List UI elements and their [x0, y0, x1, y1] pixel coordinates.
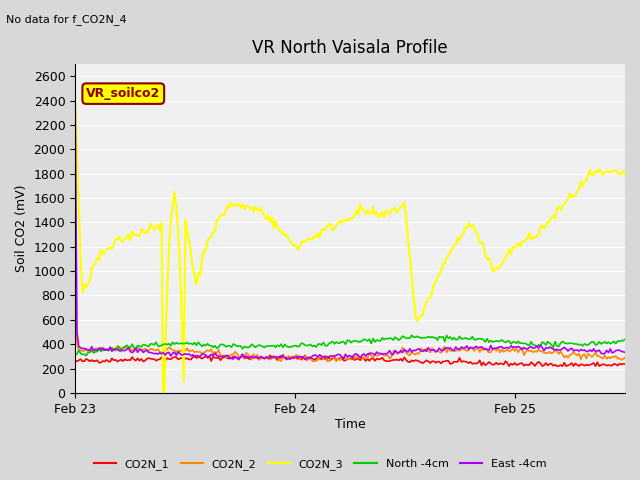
- CO2N_2: [410, 351, 417, 357]
- CO2N_2: [73, 341, 81, 347]
- North -4cm: [73, 351, 81, 357]
- East -4cm: [621, 349, 629, 355]
- North -4cm: [573, 341, 581, 347]
- CO2N_3: [401, 200, 408, 206]
- CO2N_1: [621, 361, 629, 367]
- Title: VR North Vaisala Profile: VR North Vaisala Profile: [252, 39, 448, 57]
- CO2N_3: [159, 426, 167, 432]
- CO2N_1: [506, 363, 513, 369]
- CO2N_3: [73, 154, 81, 160]
- CO2N_1: [410, 359, 417, 364]
- East -4cm: [536, 342, 544, 348]
- East -4cm: [71, 98, 79, 104]
- North -4cm: [83, 353, 90, 359]
- East -4cm: [235, 357, 243, 362]
- CO2N_1: [401, 355, 408, 360]
- CO2N_2: [71, 293, 79, 299]
- CO2N_3: [399, 203, 406, 209]
- Legend: CO2N_1, CO2N_2, CO2N_3, North -4cm, East -4cm: CO2N_1, CO2N_2, CO2N_3, North -4cm, East…: [90, 455, 550, 474]
- CO2N_3: [71, 96, 79, 102]
- CO2N_2: [621, 355, 629, 360]
- CO2N_2: [572, 351, 579, 357]
- CO2N_2: [399, 345, 406, 350]
- CO2N_2: [401, 348, 408, 354]
- CO2N_1: [538, 363, 546, 369]
- Text: VR_soilco2: VR_soilco2: [86, 87, 161, 100]
- CO2N_3: [621, 173, 629, 179]
- X-axis label: Time: Time: [335, 419, 365, 432]
- CO2N_1: [73, 359, 81, 364]
- CO2N_2: [308, 359, 316, 364]
- North -4cm: [401, 334, 408, 340]
- Y-axis label: Soil CO2 (mV): Soil CO2 (mV): [15, 185, 28, 272]
- Line: CO2N_1: CO2N_1: [75, 355, 625, 366]
- Line: North -4cm: North -4cm: [75, 335, 625, 356]
- East -4cm: [73, 329, 81, 335]
- North -4cm: [621, 336, 629, 342]
- CO2N_1: [279, 352, 287, 358]
- East -4cm: [572, 347, 579, 353]
- Line: CO2N_3: CO2N_3: [75, 99, 625, 429]
- North -4cm: [408, 332, 415, 338]
- North -4cm: [71, 352, 79, 358]
- North -4cm: [538, 339, 546, 345]
- CO2N_1: [399, 358, 406, 364]
- Text: No data for f_CO2N_4: No data for f_CO2N_4: [6, 14, 127, 25]
- North -4cm: [399, 333, 406, 339]
- CO2N_1: [573, 362, 581, 368]
- CO2N_1: [71, 358, 79, 363]
- CO2N_3: [536, 225, 544, 231]
- North -4cm: [412, 334, 419, 340]
- CO2N_3: [572, 192, 579, 198]
- Line: CO2N_2: CO2N_2: [75, 296, 625, 361]
- East -4cm: [410, 348, 417, 353]
- East -4cm: [401, 347, 408, 352]
- East -4cm: [399, 350, 406, 356]
- CO2N_2: [536, 348, 544, 354]
- CO2N_3: [410, 294, 417, 300]
- Line: East -4cm: East -4cm: [75, 101, 625, 360]
